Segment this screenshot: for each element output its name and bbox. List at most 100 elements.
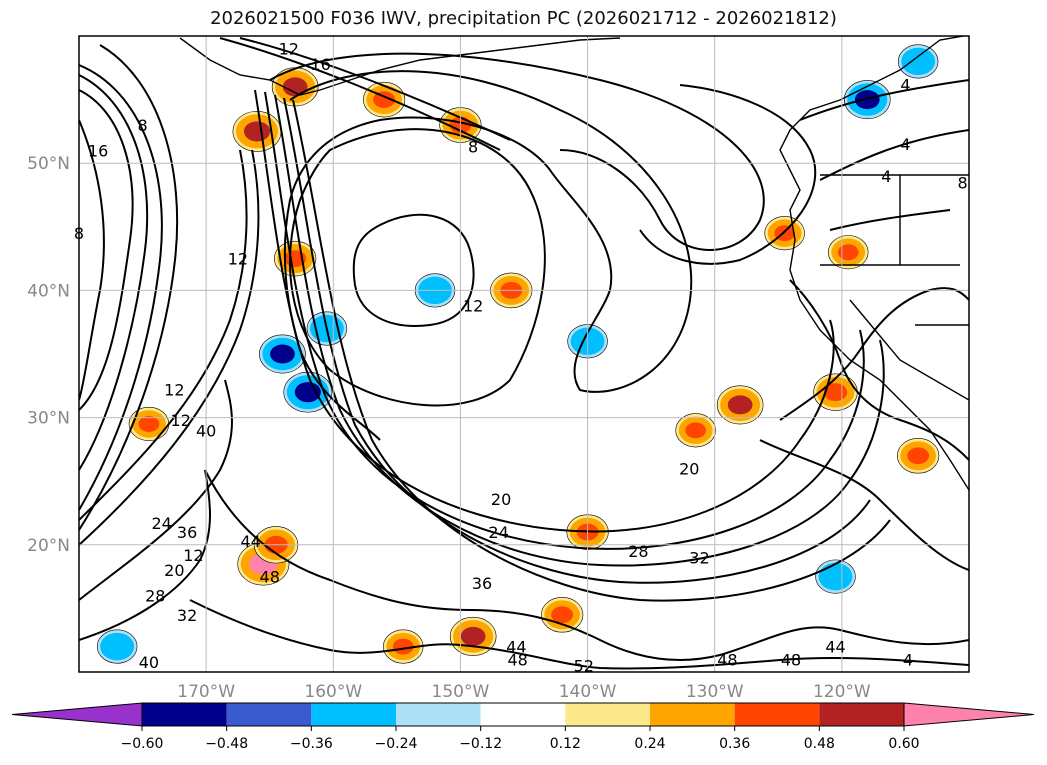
contour-label: 24 (151, 514, 171, 533)
colorbar-tick-label: −0.48 (205, 736, 248, 752)
coastline (779, 36, 969, 491)
iwv-contour (204, 469, 969, 661)
lon-tick-label: 160°W (304, 682, 362, 702)
contour-label: 40 (196, 421, 216, 440)
iwv-contour-layer (79, 37, 969, 670)
iwv-contour (79, 44, 179, 531)
precip-patch-core (373, 91, 396, 108)
iwv-contour (274, 94, 885, 567)
colorbar-tick-label: 0.60 (888, 736, 919, 752)
colorbar-tick-label: 0.48 (804, 736, 835, 752)
chart-title: 2026021500 F036 IWV, precipitation PC (2… (210, 8, 837, 29)
contour-label: 48 (781, 650, 801, 669)
iwv-contour (189, 599, 969, 670)
lon-tick-label: 130°W (686, 682, 744, 702)
colorbar: −0.60 −0.48 −0.36 −0.24 −0.12 0.12 0.24 0.36 0.4… (11, 702, 1035, 752)
colorbar-bin (650, 703, 735, 726)
precipitation-layer (96, 44, 940, 664)
precip-patch-core (727, 395, 753, 415)
iwv-contour (779, 287, 969, 421)
iwv-contour (79, 119, 105, 401)
contour-label: 20 (164, 561, 184, 580)
lat-tick-label: 20°N (27, 536, 70, 556)
contour-label: 24 (488, 523, 508, 542)
colorbar-frame (141, 702, 905, 727)
lat-tick-label: 50°N (27, 154, 70, 174)
contour-label: 12 (171, 411, 191, 430)
iwv-contour (819, 129, 969, 181)
contour-label: 12 (279, 40, 299, 59)
precip-patch-core (282, 77, 308, 97)
contour-label: 20 (679, 459, 699, 478)
precip-patch-core (825, 568, 846, 585)
contour-label: 48 (507, 650, 527, 669)
state-border (820, 174, 969, 401)
iwv-contour (829, 209, 951, 231)
lon-tick-label: 170°W (177, 682, 235, 702)
iwv-contour (254, 89, 835, 533)
precip-patch-core (392, 638, 414, 655)
gridlines (79, 36, 969, 672)
colorbar-tick-label: −0.12 (459, 736, 502, 752)
iwv-contour (264, 91, 865, 550)
plot-frame (78, 35, 970, 673)
contour-label: 52 (574, 657, 594, 676)
colorbar-extend-high (903, 702, 1035, 727)
colorbar-tick-label: −0.36 (290, 736, 333, 752)
lat-tick-label: 40°N (27, 281, 70, 301)
precip-patch-core (243, 121, 271, 142)
lon-tick-label: 140°W (559, 682, 617, 702)
iwv-contour (269, 52, 765, 251)
iwv-contour (639, 84, 817, 265)
precip-patch-core (685, 422, 706, 439)
contour-label: 36 (472, 574, 492, 593)
contour-label: 28 (628, 542, 648, 561)
precip-patch-core (460, 626, 486, 646)
precip-patch-core (837, 244, 859, 261)
contour-label: 8 (74, 224, 84, 243)
contour-label: 36 (177, 523, 197, 542)
iwv-contour (283, 97, 871, 584)
contour-label: 28 (145, 587, 165, 606)
colorbar-tick-label: 0.36 (719, 736, 750, 752)
contour-label: 12 (164, 381, 184, 400)
iwv-contour (292, 99, 891, 602)
longitude-labels: 170°W 160°W 150°W 140°W 130°W 120°W (177, 682, 871, 702)
contour-label: 32 (689, 549, 709, 568)
precip-patch-core (106, 638, 128, 655)
lat-tick-label: 30°N (27, 409, 70, 429)
contour-label: 16 (310, 55, 330, 74)
contour-label: 8 (958, 173, 968, 192)
lon-tick-label: 120°W (813, 682, 871, 702)
precip-patch-core (138, 416, 160, 432)
iwv-contour (79, 149, 248, 521)
iwv-contour (799, 79, 969, 121)
coastline-layer (179, 36, 969, 491)
iwv-contour (79, 149, 260, 546)
contour-label: 4 (881, 167, 891, 186)
latitude-labels: 50°N 40°N 30°N 20°N (27, 154, 70, 556)
contour-label: 12 (183, 546, 203, 565)
contour-label: 12 (228, 250, 248, 269)
colorbar-bin (819, 703, 904, 726)
contour-label: 8 (137, 116, 147, 135)
coastline (179, 37, 621, 96)
precip-patch-core (907, 53, 929, 70)
colorbar-bin (142, 703, 227, 726)
contour-label: 40 (139, 653, 159, 672)
iwv-contour (79, 89, 134, 411)
contour-label: 48 (260, 568, 280, 587)
contour-label: 4 (903, 650, 913, 669)
contour-label: 20 (491, 490, 511, 509)
colorbar-bin (226, 703, 312, 726)
colorbar-bin (480, 703, 566, 726)
iwv-contour (352, 213, 475, 327)
iwv-contour (283, 70, 693, 441)
precip-patch-core (551, 606, 574, 624)
contour-label: 48 (717, 650, 737, 669)
colorbar-tick-label: 0.24 (634, 736, 665, 752)
colorbar-tick-label: −0.60 (121, 736, 164, 752)
contour-label: 32 (177, 606, 197, 625)
